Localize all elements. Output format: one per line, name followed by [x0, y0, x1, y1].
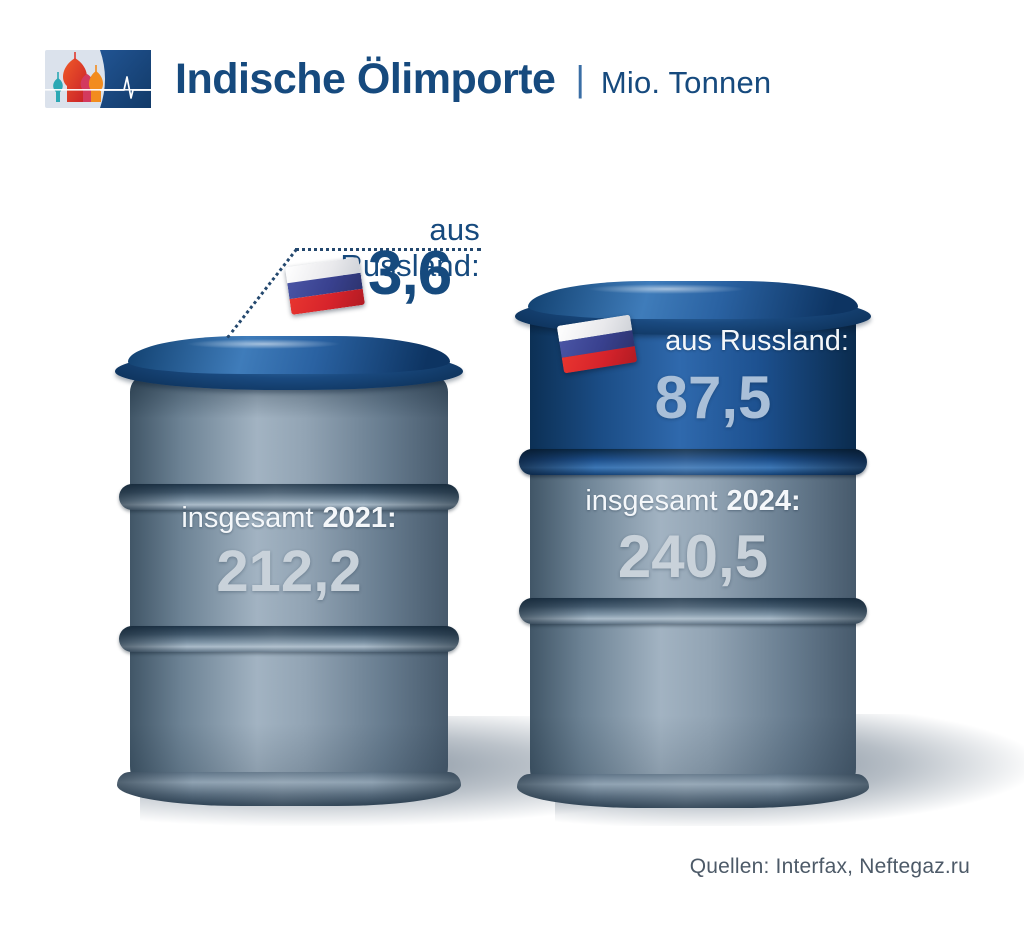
- barrel-rib: [519, 598, 867, 624]
- total-label-year: 2021:: [322, 502, 397, 534]
- russia-2021-value: 3,6: [368, 239, 452, 308]
- barrel-2021-bottom-rim: [117, 772, 461, 806]
- barrel-rib: [119, 626, 459, 652]
- russia-2021-callout-label: aus Russland:: [340, 212, 480, 283]
- barrel-rib: [119, 484, 459, 510]
- total-2024-value: 240,5: [617, 523, 769, 590]
- barrel-2021: insgesamt 2021: 212,2: [115, 336, 463, 806]
- russia-2024-value: 87,5: [654, 364, 772, 431]
- total-label-year: 2024:: [726, 485, 801, 517]
- total-label-text: insgesamt: [585, 485, 718, 517]
- callout-dotted-line-horizontal: [295, 248, 481, 251]
- unit-label: Mio. Tonnen: [600, 64, 772, 100]
- russia-flag-icon: [285, 257, 365, 315]
- broadcaster-logo: [45, 50, 151, 108]
- total-2024-label: insgesamt 2024:: [515, 485, 871, 518]
- barrel-2024-bottom-rim: [517, 774, 869, 808]
- header: Indische Ölimporte | Mio. Tonnen: [45, 50, 771, 108]
- title-row: Indische Ölimporte | Mio. Tonnen: [175, 55, 771, 104]
- logo-domes: [53, 52, 104, 102]
- barrel-rib-blue: [519, 449, 867, 475]
- barrel-2024-lid: [528, 281, 858, 319]
- title-separator: |: [575, 57, 585, 99]
- total-2021-value: 212,2: [216, 539, 362, 604]
- russia-2024-label: aus Russland:: [665, 325, 849, 357]
- callout-dotted-line-diagonal: [226, 248, 298, 339]
- page-title: Indische Ölimporte: [175, 54, 556, 103]
- sources-note: Quellen: Interfax, Neftegaz.ru: [689, 855, 970, 878]
- barrel-2024: aus Russland: 87,5 insgesamt 2024: 240,5: [515, 281, 871, 808]
- total-label-text: insgesamt: [181, 502, 314, 534]
- pulse-line-icon: [100, 76, 151, 99]
- barrel-2021-lid: [128, 336, 450, 374]
- total-2021-label: insgesamt 2021:: [115, 502, 463, 535]
